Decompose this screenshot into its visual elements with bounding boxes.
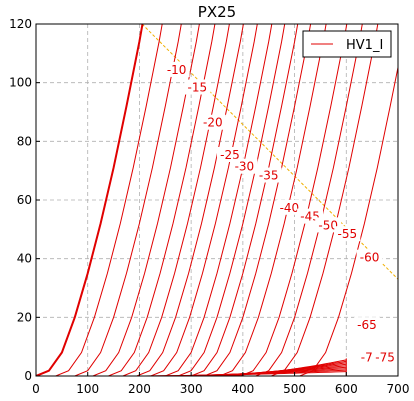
curve-family-line — [55, 24, 163, 376]
curve-label-bg — [372, 349, 399, 365]
curve-label: -20 — [203, 116, 223, 130]
curve-label: -60 — [360, 251, 380, 265]
curve-family-line — [299, 64, 398, 376]
curve-label: -40 — [280, 201, 300, 215]
curve-family-line — [271, 24, 379, 376]
y-tick-label: 80 — [17, 134, 32, 148]
curve-labels: -10-15-20-25-30-35-40-45-50-55-60-65-70-… — [163, 61, 399, 365]
curve-label-bg — [231, 158, 258, 174]
curve-label-bg — [255, 167, 282, 183]
curve-label-bg — [356, 249, 383, 265]
curve-family-line — [108, 24, 216, 376]
curve-label: -30 — [235, 160, 255, 174]
curve-label-bg — [216, 147, 243, 162]
curve-label-bg — [163, 61, 190, 77]
curve-family-line — [219, 24, 327, 376]
curve-label: -25 — [220, 148, 240, 162]
curve-label-bg — [199, 114, 226, 130]
x-tick-label: 0 — [32, 382, 40, 396]
axis-ticks: 0 100 200 300 400 500 600 700 0 20 40 60 80 100 120 — [9, 17, 409, 396]
curve-label: -35 — [259, 169, 279, 183]
curve-cutoff-line — [216, 359, 347, 376]
y-tick-label: 20 — [17, 310, 32, 324]
y-tick-label: 0 — [24, 369, 32, 383]
x-tick-label: 200 — [128, 382, 151, 396]
curve-label: -55 — [338, 227, 358, 241]
legend-label: HV1_I — [346, 38, 383, 53]
curve-family-line — [190, 24, 299, 376]
curve-family-line — [122, 24, 230, 376]
y-tick-label: 120 — [9, 17, 32, 31]
y-tick-label: 60 — [17, 193, 32, 207]
curve-label: -45 — [300, 210, 320, 224]
y-tick-label: 100 — [9, 76, 32, 90]
curve-label-bg — [353, 317, 380, 333]
chart-title: PX25 — [198, 3, 236, 21]
curve-family-line — [165, 24, 273, 376]
curve-label-bg — [276, 199, 303, 215]
x-tick-label: 300 — [180, 382, 203, 396]
curve-family-line — [136, 24, 244, 376]
curve-label: -10 — [167, 63, 187, 77]
x-tick-label: 700 — [387, 382, 410, 396]
curve-family-line — [240, 24, 348, 376]
curve-label: -15 — [188, 81, 208, 95]
curve-family-line — [150, 24, 258, 376]
curve-label: -75 — [375, 350, 395, 364]
curve-label-bg — [334, 226, 361, 242]
curve-family-line — [92, 24, 200, 376]
x-tick-label: 500 — [283, 382, 306, 396]
curve-label: -50 — [318, 218, 338, 232]
curve-label: -65 — [357, 318, 377, 332]
y-tick-label: 40 — [17, 252, 32, 266]
curve-family-line — [255, 24, 363, 376]
curve-label-bg — [184, 79, 211, 95]
curve-family-line — [203, 24, 312, 376]
x-tick-label: 600 — [335, 382, 358, 396]
x-tick-label: 400 — [231, 382, 254, 396]
curve-family-line — [178, 24, 286, 376]
x-tick-label: 100 — [76, 382, 99, 396]
legend: HV1_I — [302, 30, 392, 58]
curve-vg-0 — [36, 24, 144, 376]
